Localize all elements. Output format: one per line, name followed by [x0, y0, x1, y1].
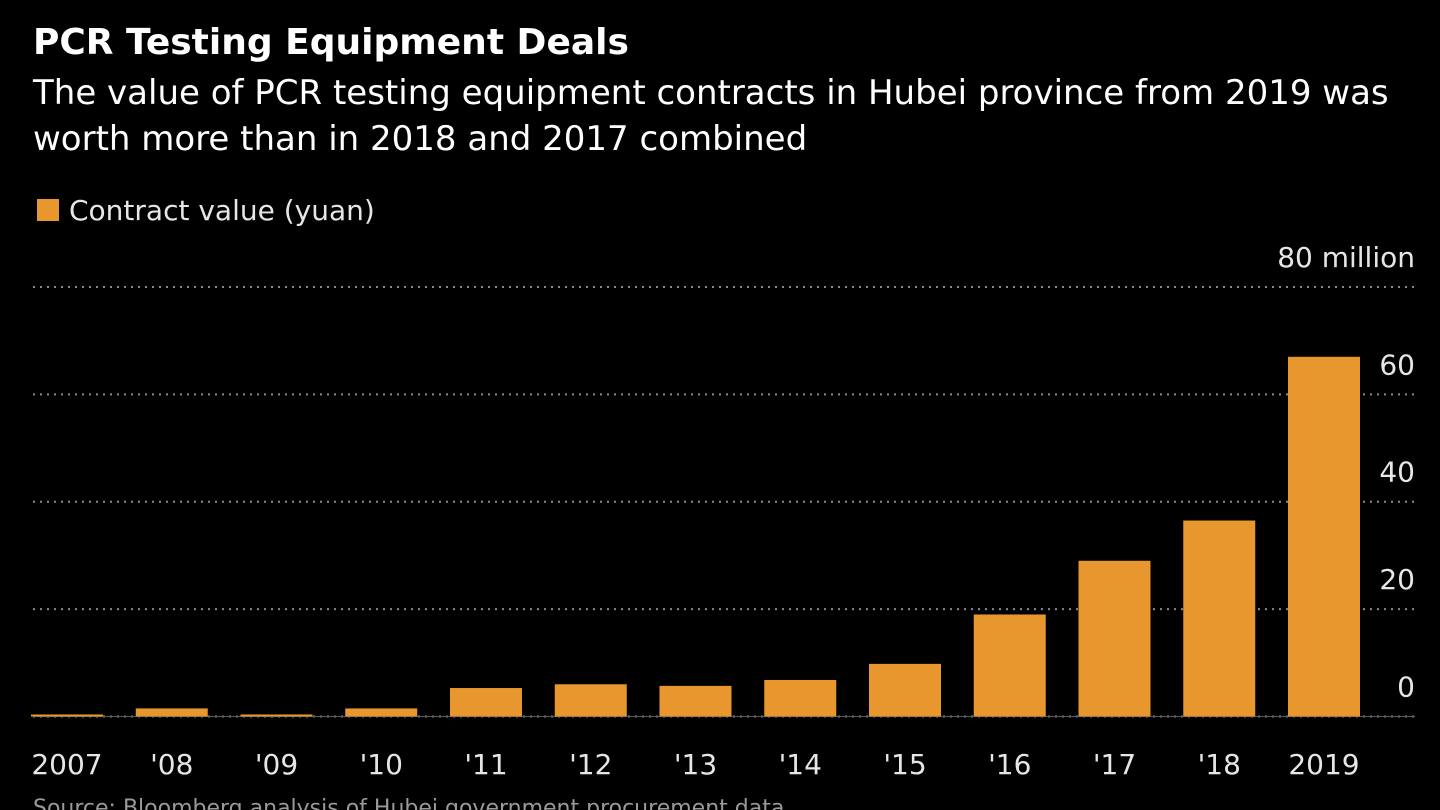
y-tick-label: 80 million: [1277, 241, 1415, 274]
bar-13: [659, 685, 732, 717]
x-tick-label: 2007: [31, 748, 102, 781]
chart-title: PCR Testing Equipment Deals: [33, 22, 629, 63]
bar-09: [240, 714, 313, 717]
x-tick-label: '10: [360, 748, 403, 781]
bar-2019: [1288, 356, 1360, 717]
bar-10: [345, 708, 418, 717]
bar-11: [450, 688, 522, 717]
y-tick-label: 40: [1379, 456, 1415, 489]
bar-14: [764, 679, 837, 717]
bar-08: [135, 708, 208, 717]
y-tick-label: 20: [1379, 563, 1415, 596]
legend-label: Contract value (yuan): [69, 193, 375, 227]
bar-17: [1078, 560, 1151, 717]
legend-swatch: [37, 199, 59, 221]
x-tick-label: '18: [1198, 748, 1241, 781]
x-tick-label: '13: [674, 748, 717, 781]
chart-subtitle: The value of PCR testing equipment contr…: [33, 73, 1389, 159]
x-tick-label: '11: [464, 748, 507, 781]
bar-15: [869, 663, 941, 717]
y-tick-label: 0: [1397, 670, 1415, 703]
x-tick-label: '12: [569, 748, 612, 781]
bar-18: [1183, 520, 1256, 717]
y-tick-label: 60: [1379, 348, 1415, 381]
x-tick-label: '14: [779, 748, 822, 781]
x-axis-tick-labels: 2007 '08 '09 '10 '11 '12 '13 '14 '15 '16 '17 '18 201…: [31, 748, 1359, 781]
x-tick-label: 2019: [1288, 748, 1359, 781]
x-tick-label: '16: [988, 748, 1031, 781]
chart-legend: Contract value (yuan): [37, 192, 375, 228]
bar-12: [554, 684, 627, 717]
bars: [31, 356, 1360, 717]
source-note: Source: Bloomberg analysis of Hubei gove…: [33, 796, 785, 810]
bar-2007: [31, 714, 103, 717]
x-tick-label: '17: [1093, 748, 1136, 781]
x-tick-label: '09: [255, 748, 298, 781]
x-tick-label: '15: [883, 748, 926, 781]
y-axis-tick-labels: 0 20 40 60 80 million: [1277, 241, 1415, 703]
x-tick-label: '08: [150, 748, 193, 781]
bar-16: [973, 614, 1046, 717]
